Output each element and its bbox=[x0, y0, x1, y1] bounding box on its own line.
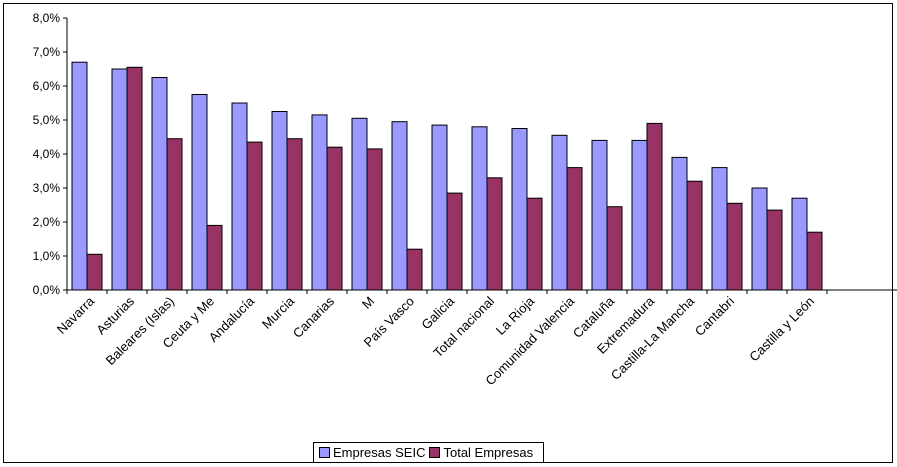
bar-total-empresas bbox=[406, 248, 423, 291]
x-category-label: Murcia bbox=[259, 293, 298, 332]
bar-total-empresas bbox=[246, 141, 263, 291]
bar-empresas-seic bbox=[631, 139, 648, 291]
x-category-label: Cantabri bbox=[692, 293, 737, 338]
bar-total-empresas bbox=[566, 167, 583, 291]
bar-total-empresas bbox=[806, 231, 823, 291]
bar-empresas-seic bbox=[191, 94, 208, 291]
y-tick-label: 0,0% bbox=[33, 283, 61, 297]
bar-total-empresas bbox=[446, 192, 463, 291]
bar-empresas-seic bbox=[791, 197, 808, 291]
bar-empresas-seic bbox=[111, 68, 128, 291]
bar-total-empresas bbox=[526, 197, 543, 291]
y-tick-label: 8,0% bbox=[33, 11, 61, 25]
y-tick-label: 1,0% bbox=[33, 249, 61, 263]
y-tick-label: 4,0% bbox=[33, 147, 61, 161]
bar-empresas-seic bbox=[711, 167, 728, 291]
legend-entry-total: Total Empresas bbox=[429, 445, 533, 460]
bar-empresas-seic bbox=[591, 139, 608, 291]
x-category-label: Canarias bbox=[290, 293, 338, 341]
bar-total-empresas bbox=[126, 66, 143, 291]
bar-empresas-seic bbox=[231, 102, 248, 291]
y-tick-label: 2,0% bbox=[33, 215, 61, 229]
bar-empresas-seic bbox=[311, 114, 328, 291]
bar-empresas-seic bbox=[271, 111, 288, 291]
x-category-label: Galicia bbox=[418, 293, 457, 332]
legend-swatch-seic bbox=[319, 447, 330, 458]
legend-swatch-total bbox=[429, 447, 441, 458]
legend-label-seic: Empresas SEIC bbox=[333, 445, 426, 460]
y-tick-label: 5,0% bbox=[33, 113, 61, 127]
x-category-label: Baleares (Islas) bbox=[103, 294, 177, 368]
bar-total-empresas bbox=[646, 122, 663, 291]
x-category-label: Navarra bbox=[54, 293, 98, 337]
bar-total-empresas bbox=[326, 146, 343, 291]
x-category-label: M bbox=[359, 294, 377, 312]
bar-total-empresas bbox=[366, 148, 383, 291]
bar-empresas-seic bbox=[351, 117, 368, 291]
bar-empresas-seic bbox=[551, 134, 568, 291]
x-category-label: Castilla y León bbox=[746, 294, 817, 365]
bar-empresas-seic bbox=[471, 126, 488, 291]
bar-total-empresas bbox=[726, 202, 743, 291]
bar-empresas-seic bbox=[511, 128, 528, 291]
bar-total-empresas bbox=[606, 206, 623, 291]
legend-label-total: Total Empresas bbox=[443, 445, 534, 460]
bar-total-empresas bbox=[486, 177, 503, 291]
bar-empresas-seic bbox=[71, 61, 88, 291]
bar-empresas-seic bbox=[151, 77, 168, 291]
legend-entry-seic: Empresas SEIC bbox=[319, 445, 425, 460]
bar-total-empresas bbox=[286, 138, 303, 291]
bar-empresas-seic bbox=[391, 121, 408, 291]
bar-empresas-seic bbox=[431, 124, 448, 291]
y-tick-label: 3,0% bbox=[33, 181, 61, 195]
bar-empresas-seic bbox=[751, 187, 768, 291]
y-tick-label: 7,0% bbox=[33, 45, 61, 59]
bar-total-empresas bbox=[206, 224, 223, 291]
bar-total-empresas bbox=[86, 253, 103, 291]
legend: Empresas SEIC Total Empresas bbox=[313, 442, 545, 463]
bar-total-empresas bbox=[166, 138, 183, 291]
bar-empresas-seic bbox=[671, 156, 688, 291]
bar-total-empresas bbox=[766, 209, 783, 291]
y-tick-label: 6,0% bbox=[33, 79, 61, 93]
bar-total-empresas bbox=[686, 180, 703, 291]
